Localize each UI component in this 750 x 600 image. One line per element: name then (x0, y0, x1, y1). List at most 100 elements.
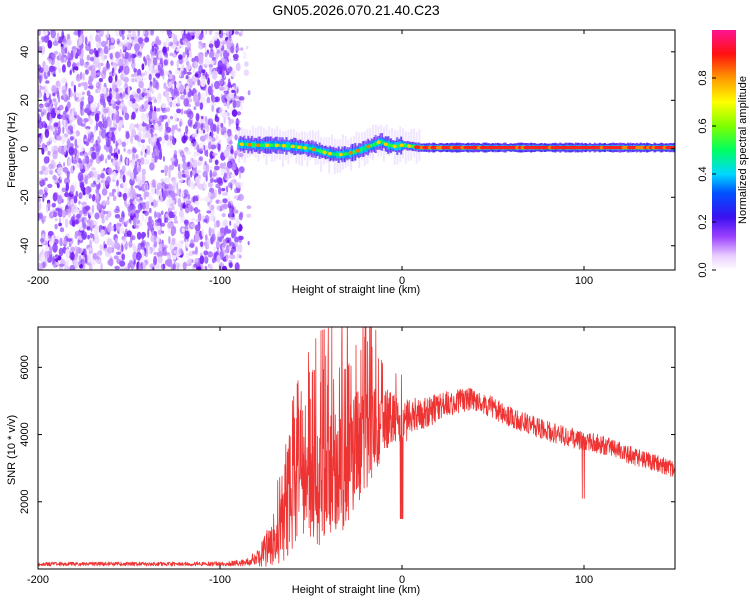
chart-title: GN05.2026.070.21.40.C23 (272, 2, 440, 18)
spectrogram-noise-cell (228, 237, 232, 247)
spectrogram-track-core (309, 147, 312, 151)
spectrogram-noise-cell (157, 182, 163, 190)
spectrogram-noise-cell (193, 106, 197, 111)
spectrogram-track-core (352, 150, 356, 154)
spectrogram-noise-cell (93, 236, 100, 245)
spectrogram-noise-cell (240, 182, 244, 186)
spectrogram-noise-cell (163, 189, 168, 199)
spectrogram-noise-cell (200, 117, 204, 126)
spectrogram-noise-cell (187, 162, 191, 167)
spectrogram-noise-cell (160, 210, 164, 215)
spectrogram-track-core (252, 143, 255, 147)
spectrogram-noise-cell (229, 30, 232, 36)
spectrogram-noise-cell (147, 195, 154, 203)
spectrogram-track-core (336, 153, 339, 157)
spectrogram-noise-cell (192, 81, 196, 86)
spectrogram-noise-cell (196, 266, 202, 270)
spectrogram-noise-cell (115, 87, 119, 93)
spectrogram-noise-cell (159, 68, 164, 77)
spectrogram-noise-cell (97, 30, 102, 33)
spectrogram-noise-cell (144, 210, 149, 217)
spectrogram-noise-cell (141, 104, 144, 109)
spectrogram-noise-cell (142, 174, 146, 184)
spectrogram-noise-cell (126, 230, 132, 238)
spectrogram-noise-cell (114, 51, 121, 59)
spectrogram-noise-cell (221, 213, 226, 218)
spectrogram-noise-cell (222, 219, 228, 227)
spectrogram-noise-cell (134, 134, 140, 141)
spectrogram-track-core (308, 146, 311, 150)
spectrogram-noise-cell (189, 31, 196, 36)
spectrogram-noise-cell (208, 30, 213, 34)
spectrogram-noise-cell (133, 34, 139, 43)
spectrogram-noise-cell (81, 91, 85, 95)
spectrogram-noise-cell (103, 144, 108, 150)
colorbar: 0.0 0.2 0.4 0.6 0.8 Normalized spectral ampl… (697, 30, 749, 278)
spectrogram-noise-cell (163, 59, 169, 66)
spectrogram-noise-cell (170, 60, 174, 66)
spectrogram-noise-cell (141, 212, 144, 222)
spectrogram-noise-cell (50, 108, 57, 119)
spectrogram-noise-cell (200, 241, 204, 248)
spectrogram-noise-cell (165, 121, 169, 131)
spectrogram-noise-cell (180, 240, 184, 244)
spectrogram-noise-cell (48, 241, 52, 246)
spectrogram-track-core (250, 143, 254, 147)
spectrogram-noise-cell (109, 52, 113, 60)
spectrogram-noise-cell (149, 207, 152, 214)
spectrogram-noise-cell (202, 171, 208, 178)
spectrogram-noise-cell (213, 246, 217, 253)
spectrogram-noise-cell (227, 81, 232, 88)
spectrogram-noise-cell (208, 64, 214, 68)
spectrogram-noise-cell (147, 245, 150, 250)
spectrogram-noise-cell (131, 159, 135, 168)
spectrogram-track-peak (338, 152, 343, 157)
spectrogram-noise-cell (168, 81, 173, 89)
spectrogram-noise-cell (76, 73, 80, 80)
spectrogram-noise-cell (208, 263, 213, 269)
spectrogram-noise-cell (223, 49, 228, 59)
spectrogram-noise-cell (211, 80, 214, 85)
spectrogram-noise-cell (170, 157, 176, 163)
spectrogram-noise-cell (180, 190, 185, 199)
spectrogram-noise-cell (148, 30, 151, 38)
spectrogram-noise-cell (172, 100, 177, 108)
spectrogram-noise-cell (96, 250, 103, 256)
colorbar-tick-label: 0.2 (697, 214, 709, 229)
spectrogram-noise-cell (111, 225, 114, 232)
spectrogram-noise-cell (217, 60, 223, 70)
spectrogram-noise-cell (158, 246, 163, 252)
spectrogram-noise-cell (40, 86, 46, 90)
spectrogram-noise-cell (90, 259, 96, 266)
spectrogram-noise-cell (77, 30, 81, 35)
spectrogram-noise-cell (49, 246, 53, 256)
spectrogram-noise-cell (115, 140, 118, 150)
spectrogram-noise-cell (198, 156, 203, 161)
spectrogram-noise-cell (196, 169, 202, 174)
spectrogram-noise-cell (67, 158, 72, 166)
spectrogram-noise-cell (104, 215, 109, 221)
spectrogram-noise-cell (108, 132, 112, 138)
spectrogram-noise-cell (233, 85, 239, 90)
spectrogram-noise-cell (84, 108, 90, 113)
spectrogram-track-core (411, 144, 414, 148)
spectrogram-track-peak (355, 148, 360, 153)
spectrogram-track-core (262, 143, 265, 147)
spectrogram-noise-cell (172, 255, 177, 260)
spectrogram-noise-cell (141, 204, 147, 210)
spectrogram-noise-cell (63, 42, 68, 50)
spectrogram-noise-cell (44, 250, 50, 260)
spectrogram-noise-cell (234, 241, 239, 248)
spectrogram-noise-cell (50, 146, 55, 153)
spectrogram-noise-cell (61, 134, 66, 145)
spectrogram-track-core (343, 152, 347, 156)
spectrogram-ytick-label: 40 (19, 46, 31, 58)
spectrogram-noise-cell (202, 129, 206, 134)
spectrogram-noise-cell (136, 161, 139, 168)
spectrogram-noise-cell (48, 163, 53, 170)
spectrogram-track-fuzz (355, 131, 358, 159)
spectrogram-noise-cell (185, 75, 189, 80)
spectrogram-noise-cell (228, 211, 233, 218)
spectrogram-noise-cell (228, 182, 233, 189)
spectrogram-noise-cell (46, 141, 51, 146)
